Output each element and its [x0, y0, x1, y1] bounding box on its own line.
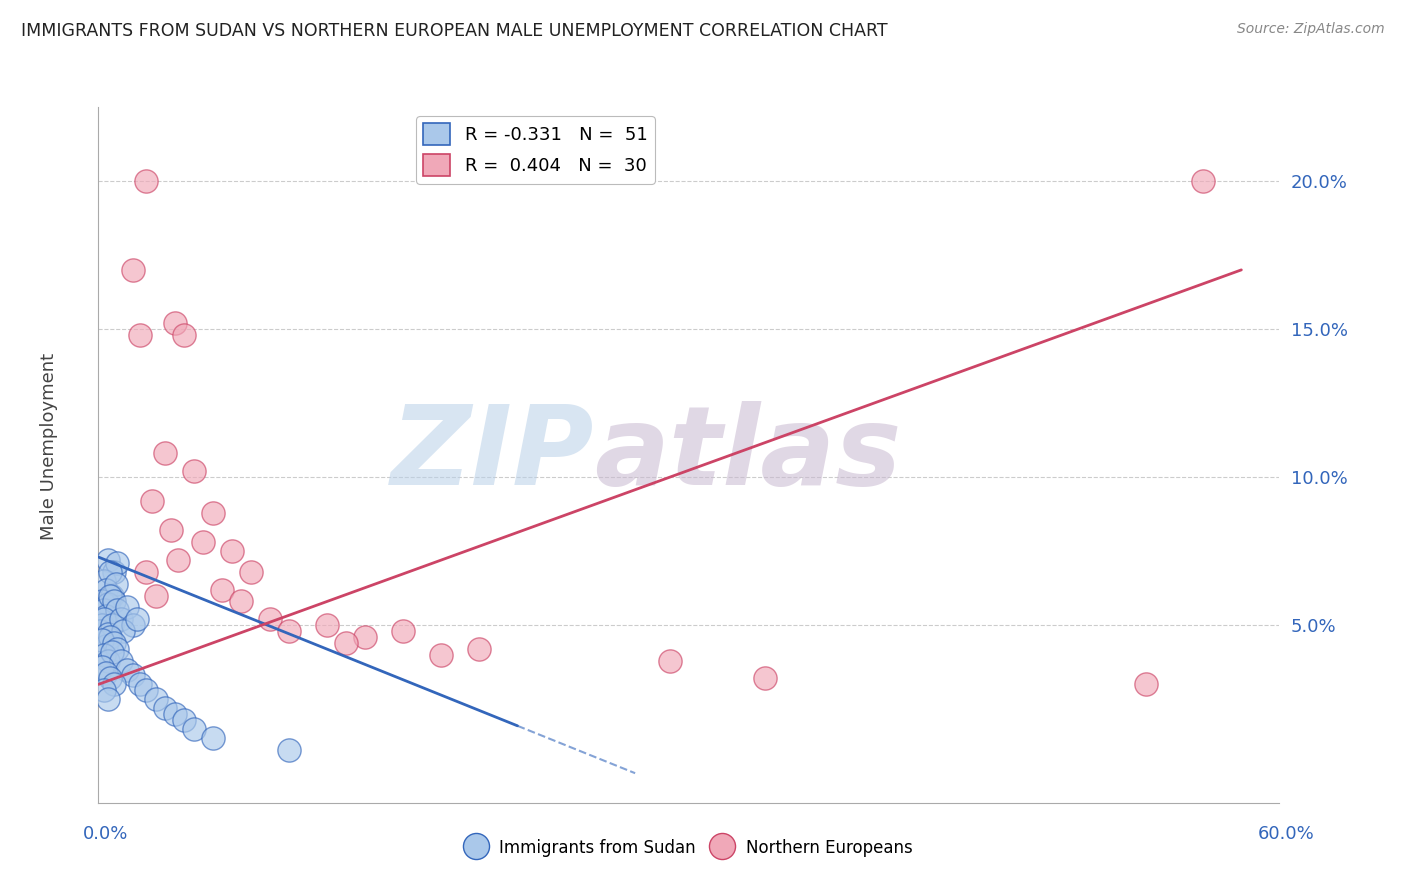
Point: [103, 594, 125, 608]
Point: [98, 630, 121, 644]
Point: [93, 612, 115, 626]
Point: [107, 556, 129, 570]
Point: [1135, 677, 1157, 691]
Point: [173, 328, 195, 343]
Point: [112, 624, 135, 638]
Text: IMMIGRANTS FROM SUDAN VS NORTHERN EUROPEAN MALE UNEMPLOYMENT CORRELATION CHART: IMMIGRANTS FROM SUDAN VS NORTHERN EUROPE…: [21, 22, 887, 40]
Point: [93, 648, 115, 662]
Point: [94, 665, 117, 680]
Point: [277, 624, 299, 638]
Point: [193, 535, 215, 549]
Text: Male Unemployment: Male Unemployment: [41, 352, 58, 540]
Point: [135, 565, 157, 579]
Point: [115, 663, 138, 677]
Point: [91, 632, 114, 647]
Point: [121, 618, 143, 632]
Point: [103, 565, 125, 579]
Point: [89, 624, 111, 638]
Point: [91, 659, 114, 673]
Point: [97, 654, 120, 668]
Point: [430, 648, 453, 662]
Point: [167, 553, 190, 567]
Point: [93, 603, 115, 617]
Point: [231, 594, 253, 608]
Point: [129, 677, 152, 691]
Text: Source: ZipAtlas.com: Source: ZipAtlas.com: [1237, 22, 1385, 37]
Point: [141, 493, 163, 508]
Point: [97, 627, 120, 641]
Point: [110, 612, 132, 626]
Point: [93, 574, 115, 588]
Point: [97, 553, 120, 567]
Point: [135, 683, 157, 698]
Point: [93, 683, 115, 698]
Point: [153, 701, 176, 715]
Point: [183, 722, 205, 736]
Point: [201, 506, 224, 520]
Point: [91, 618, 114, 632]
Point: [201, 731, 224, 745]
Point: [103, 677, 125, 691]
Point: [115, 600, 138, 615]
Point: [392, 624, 415, 638]
Point: [94, 582, 117, 597]
Point: [98, 672, 121, 686]
Point: [129, 328, 152, 343]
Point: [100, 618, 122, 632]
Point: [221, 544, 243, 558]
Point: [277, 742, 299, 756]
Point: [98, 565, 121, 579]
Point: [316, 618, 339, 632]
Point: [259, 612, 281, 626]
Text: 0.0%: 0.0%: [83, 825, 128, 843]
Point: [125, 612, 148, 626]
Point: [173, 713, 195, 727]
Point: [163, 706, 186, 721]
Point: [335, 636, 357, 650]
Point: [103, 636, 125, 650]
Point: [159, 524, 181, 538]
Legend: Immigrants from Sudan, Northern Europeans: Immigrants from Sudan, Northern European…: [458, 831, 920, 864]
Point: [239, 565, 262, 579]
Point: [91, 594, 114, 608]
Point: [107, 603, 129, 617]
Point: [110, 654, 132, 668]
Point: [211, 582, 233, 597]
Point: [97, 692, 120, 706]
Text: atlas: atlas: [595, 401, 901, 508]
Point: [468, 641, 491, 656]
Point: [145, 692, 167, 706]
Text: 60.0%: 60.0%: [1258, 825, 1315, 843]
Point: [153, 446, 176, 460]
Point: [94, 609, 117, 624]
Point: [121, 668, 143, 682]
Point: [1192, 174, 1215, 188]
Point: [658, 654, 681, 668]
Point: [97, 598, 120, 612]
Point: [94, 639, 117, 653]
Point: [100, 589, 122, 603]
Point: [135, 174, 157, 188]
Point: [145, 589, 167, 603]
Text: ZIP: ZIP: [391, 401, 595, 508]
Point: [100, 645, 122, 659]
Point: [183, 464, 205, 478]
Point: [107, 641, 129, 656]
Point: [104, 576, 127, 591]
Point: [754, 672, 776, 686]
Point: [354, 630, 377, 644]
Point: [98, 589, 121, 603]
Point: [121, 263, 143, 277]
Point: [163, 316, 186, 330]
